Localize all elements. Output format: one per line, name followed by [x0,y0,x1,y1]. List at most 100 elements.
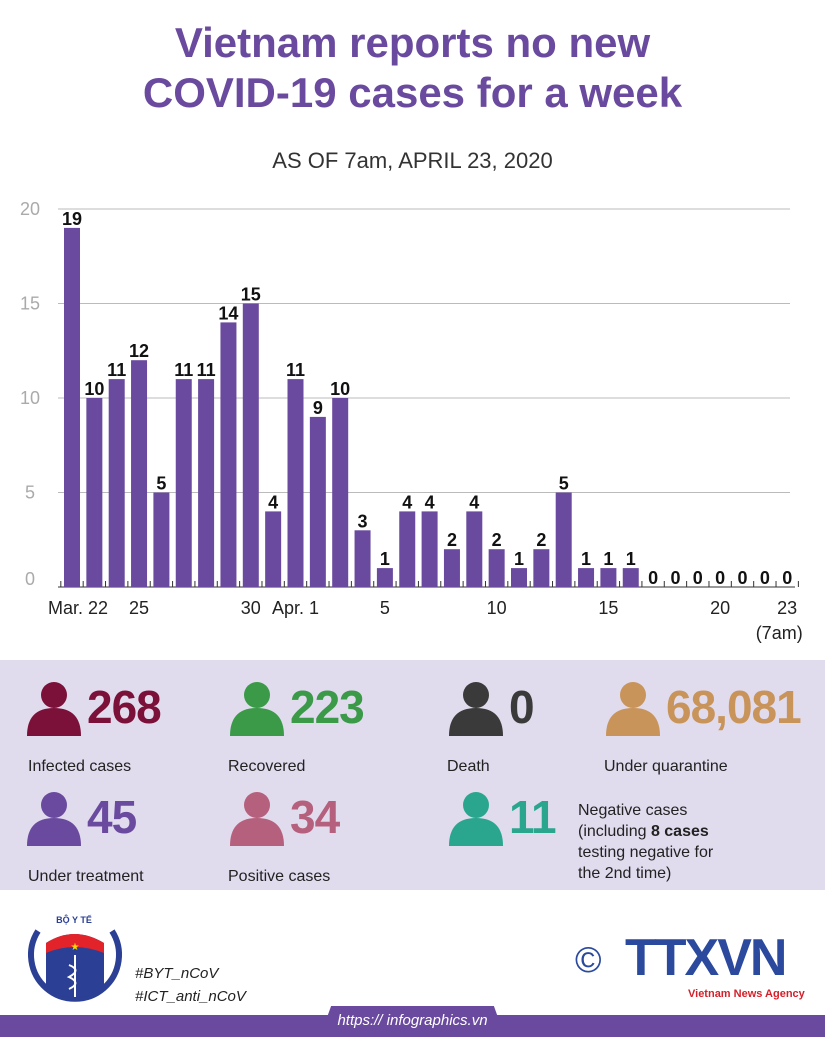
data-label: 3 [358,511,368,531]
data-label: 5 [156,474,166,494]
bar [332,398,349,587]
y-tick-label: 0 [25,569,35,589]
y-tick-label: 5 [25,483,35,503]
bar [220,322,237,587]
ttxvn-logo: TTXVN [625,929,787,987]
person-icon [230,682,284,736]
note-line: (including 8 cases [578,821,713,842]
person-icon [606,682,660,736]
stat-label: Death [447,758,490,775]
x-tick-label: 30 [241,598,261,618]
svg-text:★: ★ [71,942,80,953]
bar [198,379,215,587]
x-tick-label: 23 [777,598,797,618]
bar [86,398,103,587]
bar [376,568,393,587]
stats-panel: 268 Infected cases 223 Recovered 0 Death 68,08… [0,660,825,890]
data-label: 2 [536,530,546,550]
stat-label: Under treatment [28,868,144,885]
bar [175,379,192,587]
data-label: 1 [581,549,591,569]
stat-label: Infected cases [28,758,132,775]
stat-under-quarantine: 68,081 [604,678,802,736]
stat-value: 34 [290,791,340,843]
stat-negative-cases: 11 [447,788,557,846]
title-line-2: COVID-19 cases for a week [142,69,683,116]
data-label: 1 [603,549,613,569]
y-tick-label: 15 [20,294,40,314]
x-tick-label: 25 [129,598,149,618]
bar [555,492,572,587]
bar [354,530,371,587]
data-label: 11 [197,360,216,380]
website-link[interactable]: https:// infographics.vn [320,1006,505,1037]
person-icon [449,682,503,736]
data-label: 0 [670,568,680,588]
note-bold: 8 cases [650,823,709,840]
data-label: 0 [648,568,658,588]
bar [466,511,483,587]
data-label: 0 [693,568,703,588]
stat-recovered: 223 [228,678,365,736]
y-tick-label: 20 [20,199,40,219]
bar [600,568,617,587]
page-title: Vietnam reports no new COVID-19 cases fo… [0,18,825,118]
data-label: 0 [782,568,792,588]
negative-cases-note: Negative cases (including 8 cases testing … [578,800,713,884]
data-label: 11 [107,360,126,380]
stat-value: 45 [87,791,137,843]
stat-label: Recovered [228,758,306,775]
x-tick-label: Mar. 22 [48,598,108,618]
data-label: 4 [425,492,435,512]
bar [399,511,416,587]
data-label: 10 [84,379,104,399]
hashtag-ict: #ICT_anti_nCoV [135,988,246,1005]
x-tick-label: 10 [487,598,507,618]
data-label: 11 [174,360,193,380]
data-label: 0 [737,568,747,588]
data-label: 19 [62,209,82,229]
stat-value: 11 [509,791,557,843]
x-tick-label: 20 [710,598,730,618]
bar [287,379,304,587]
note-line: the 2nd time) [578,865,672,882]
stat-value: 0 [509,681,535,733]
bar [265,511,282,587]
data-label: 2 [492,530,502,550]
data-label: 4 [469,492,479,512]
data-label: 12 [129,341,149,361]
stat-label: Under quarantine [604,758,728,775]
data-label: 4 [402,492,412,512]
note-line: Negative cases [578,802,688,819]
bar [578,568,595,587]
stat-under-treatment: 45 [25,788,137,846]
data-label: 1 [380,549,390,569]
data-label: 5 [559,474,569,494]
data-label: 1 [626,549,636,569]
bar [511,568,527,587]
data-label: 2 [447,530,457,550]
data-label: 4 [268,492,278,512]
bar [131,360,148,587]
data-label: 11 [286,360,305,380]
x-tick-sublabel: (7am) [756,623,803,643]
data-label: 14 [218,303,238,323]
x-tick-label: 5 [380,598,390,618]
data-label: 1 [514,549,524,569]
bar [443,549,460,587]
y-tick-label: 10 [20,388,40,408]
copyright-icon: © [575,939,602,980]
data-label: 0 [760,568,770,588]
bar [242,303,259,587]
stat-positive-cases: 34 [228,788,340,846]
bar [309,416,326,587]
data-label: 0 [715,568,725,588]
stat-label: Positive cases [228,868,331,885]
subtitle: AS OF 7am, APRIL 23, 2020 [272,148,553,173]
stat-value: 68,081 [666,681,802,733]
x-tick-label: 15 [598,598,618,618]
x-tick-label: Apr. 1 [272,598,319,618]
bar [421,511,438,587]
bar [622,568,639,587]
